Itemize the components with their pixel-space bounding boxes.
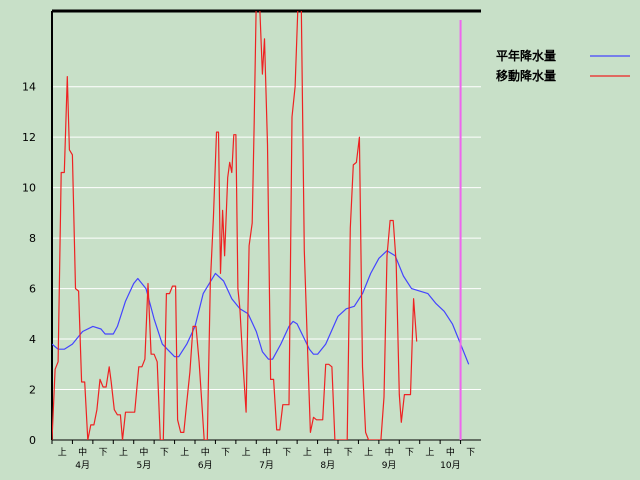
- x-tick-label-dekad: 中: [385, 446, 394, 458]
- x-tick-label-dekad: 上: [180, 447, 189, 458]
- series-lines: [52, 11, 470, 440]
- x-tick-label-dekad: 上: [58, 447, 67, 458]
- y-tick-label-10: 10: [22, 182, 36, 195]
- x-tick-label-dekad: 下: [221, 448, 230, 458]
- x-tick-label-dekad: 下: [282, 448, 291, 458]
- x-tick-label-month: 5月: [137, 460, 152, 471]
- x-tick-label-dekad: 上: [364, 447, 373, 458]
- y-tick-label-0: 0: [29, 434, 36, 447]
- x-tick-label-month: 6月: [198, 460, 213, 471]
- y-tick-label-6: 6: [29, 283, 36, 296]
- x-tick-label-dekad: 下: [99, 448, 108, 458]
- x-tick-label-dekad: 中: [139, 446, 148, 458]
- legend-label-1: 平年降水量: [496, 48, 556, 63]
- x-tick-label-month: 10月: [440, 460, 460, 471]
- x-tick-label-month: 4月: [75, 460, 90, 471]
- x-tick-label-dekad: 中: [323, 446, 332, 458]
- x-tick-label-dekad: 中: [201, 446, 210, 458]
- x-tick-label-dekad: 中: [446, 446, 455, 458]
- grid-lines: [52, 86, 481, 391]
- y-tick-label-8: 8: [29, 232, 36, 245]
- x-tick-label-dekad: 下: [405, 448, 414, 458]
- x-tick-label-dekad: 下: [466, 448, 475, 458]
- y-axis-ticks: 0 2 4 6 8 10 12 14: [22, 81, 36, 447]
- y-tick-label-14: 14: [22, 81, 36, 94]
- x-tick-label-dekad: 上: [303, 447, 312, 458]
- x-tick-label-month: 8月: [320, 460, 335, 471]
- y-tick-label-2: 2: [29, 384, 36, 397]
- x-tick-label-dekad: 中: [262, 446, 271, 458]
- plot-frame: [51, 9, 481, 441]
- y-tick-label-4: 4: [29, 333, 36, 346]
- x-tick-label-dekad: 下: [344, 448, 353, 458]
- legend-label-2: 移動降水量: [496, 68, 556, 83]
- x-axis-ticks: 上中4月下上中5月下上中6月下上中7月下上中8月下上中9月下上中10月下: [51, 440, 475, 471]
- series-line-2: [52, 11, 418, 440]
- x-tick-label-dekad: 上: [242, 447, 251, 458]
- x-tick-label-dekad: 上: [119, 447, 128, 458]
- x-tick-label-month: 7月: [259, 460, 274, 471]
- x-tick-label-dekad: 中: [78, 446, 87, 458]
- x-tick-label-dekad: 下: [160, 448, 169, 458]
- x-tick-label-dekad: 上: [425, 447, 434, 458]
- x-tick-label-month: 9月: [382, 460, 397, 471]
- y-tick-label-12: 12: [22, 131, 36, 144]
